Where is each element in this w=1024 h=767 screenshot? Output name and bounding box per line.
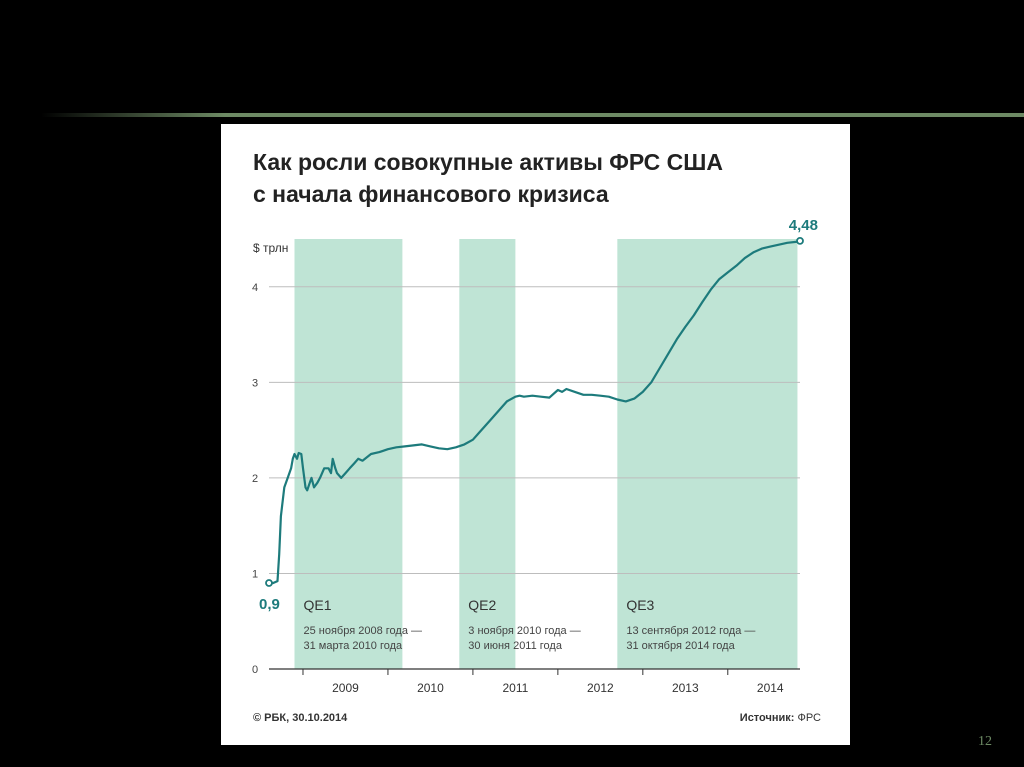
x-tick-label: 2011 <box>502 681 528 695</box>
footer-source-label: Источник: <box>740 712 795 724</box>
assets-line <box>267 239 802 585</box>
qe-band-name: QE2 <box>468 597 496 613</box>
x-tick-label: 2012 <box>587 681 614 695</box>
qe-band-dates-line-1: 13 сентября 2012 года — <box>626 625 755 637</box>
y-tick-label: 0 <box>252 664 258 676</box>
y-tick-label: 2 <box>252 473 258 485</box>
footer-source-value: ФРС <box>797 712 821 724</box>
qe-band-3 <box>617 239 798 669</box>
y-tick-label: 4 <box>252 282 258 294</box>
qe-band-dates-line-2: 30 июня 2011 года <box>468 640 563 652</box>
end-value-label: 4,48 <box>789 217 818 234</box>
chart-title-line-2: с начала финансового кризиса <box>253 181 609 207</box>
start-value-label: 0,9 <box>259 596 280 613</box>
y-tick-label: 3 <box>252 377 258 389</box>
start-point-marker <box>265 579 273 587</box>
qe-band-1 <box>294 239 403 669</box>
y-axis-unit-label: $ трлн <box>253 241 288 255</box>
x-tick-label: 2013 <box>672 681 699 695</box>
qe-band-2 <box>459 239 516 669</box>
fed-assets-chart: Как росли совокупные активы ФРС США с на… <box>252 149 821 724</box>
qe-band-dates-line-2: 31 октября 2014 года <box>626 640 735 652</box>
title-divider <box>0 113 1024 117</box>
chart-title-line-1: Как росли совокупные активы ФРС США <box>253 149 723 175</box>
x-tick-label: 2009 <box>332 681 359 695</box>
x-tick-label: 2010 <box>417 681 444 695</box>
footer-copyright: © РБК, 30.10.2014 <box>253 712 348 724</box>
qe-band-name: QE3 <box>626 597 654 613</box>
qe-band-name: QE1 <box>303 597 331 613</box>
qe-band-dates-line-1: 25 ноября 2008 года — <box>303 625 422 637</box>
qe-band-dates-line-1: 3 ноября 2010 года — <box>468 625 580 637</box>
chart-panel: Как росли совокупные активы ФРС США с на… <box>221 124 850 745</box>
footer-source: Источник: ФРС <box>740 712 821 724</box>
end-point-marker <box>796 237 804 245</box>
x-tick-label: 2014 <box>757 681 784 695</box>
qe-band-dates-line-2: 31 марта 2010 года <box>303 640 403 652</box>
slide-number: 12 <box>978 734 992 749</box>
y-tick-label: 1 <box>252 568 258 580</box>
